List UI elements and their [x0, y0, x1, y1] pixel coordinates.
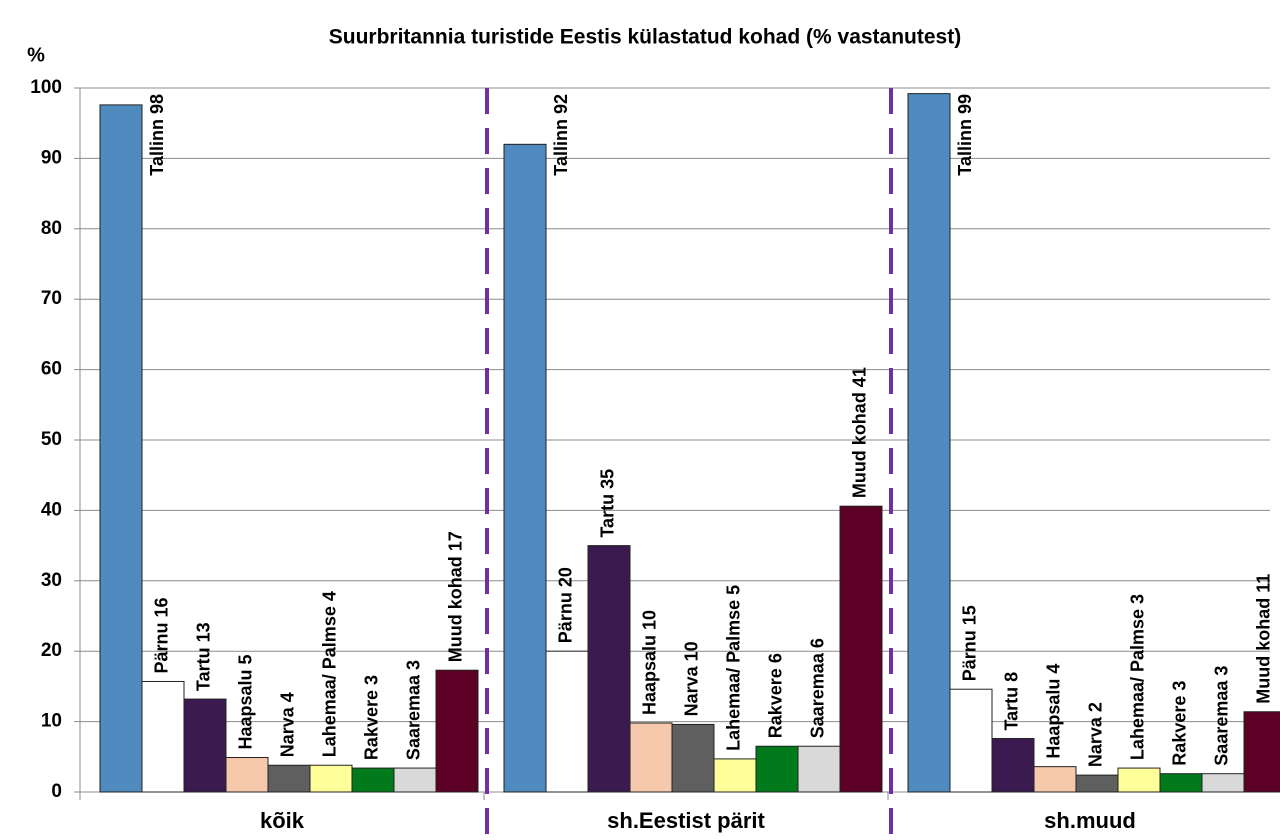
bar — [393, 767, 437, 793]
bar — [225, 757, 269, 793]
data-label: Narva 4 — [278, 692, 298, 757]
data-label: Muud kohad 41 — [850, 367, 870, 498]
y-tick-label: 60 — [41, 359, 62, 380]
bar — [907, 93, 951, 793]
x-tick-label: sh.Eestist pärit — [607, 808, 765, 833]
y-tick-label: 30 — [41, 570, 62, 591]
x-tick-label: sh.muud — [1044, 808, 1136, 833]
data-label: Tartu 35 — [598, 469, 618, 538]
x-tick-label: kõik — [260, 808, 305, 833]
bar — [949, 688, 993, 793]
bar — [797, 745, 841, 793]
bar — [99, 104, 143, 793]
data-label: Tallinn 98 — [147, 94, 167, 176]
data-label: Tallinn 99 — [955, 94, 975, 176]
bar — [309, 764, 353, 793]
data-label: Muud kohad 17 — [446, 531, 466, 662]
y-tick-label: 100 — [30, 77, 62, 98]
y-tick-label: 70 — [41, 288, 62, 309]
bar — [267, 764, 311, 793]
y-tick-label: 40 — [41, 499, 62, 520]
bar — [435, 669, 479, 793]
y-tick-label: 0 — [51, 781, 62, 802]
data-label: Lahemaa/ Palmse 4 — [320, 591, 340, 757]
bar — [1159, 773, 1203, 793]
data-label: Lahemaa/ Palmse 3 — [1128, 594, 1148, 760]
data-label: Saaremaa 6 — [808, 638, 828, 738]
bar — [839, 505, 883, 793]
bar — [713, 758, 757, 793]
bar — [1117, 767, 1161, 793]
chart-title: Suurbritannia turistide Eestis külastatu… — [329, 26, 961, 49]
bar — [183, 698, 227, 793]
bar — [991, 737, 1035, 793]
data-label: Haapsalu 10 — [640, 610, 660, 715]
data-label: Tallinn 92 — [551, 94, 571, 176]
y-tick-label: 20 — [41, 640, 62, 661]
y-tick-label: 80 — [41, 218, 62, 239]
bar — [503, 143, 547, 793]
bar — [351, 767, 395, 793]
data-label: Tartu 8 — [1002, 672, 1022, 731]
data-label: Narva 10 — [682, 641, 702, 716]
bar — [587, 545, 631, 793]
y-tick-label: 50 — [41, 429, 62, 450]
bar — [141, 680, 185, 793]
bar — [545, 650, 589, 793]
bar — [1075, 774, 1119, 793]
data-label: Narva 2 — [1086, 702, 1106, 767]
data-label: Rakvere 3 — [362, 675, 382, 760]
data-label: Haapsalu 4 — [1044, 664, 1064, 759]
y-tick-label: 90 — [41, 147, 62, 168]
bar — [755, 745, 799, 793]
bar — [1033, 766, 1077, 793]
bar — [629, 722, 673, 793]
data-label: Haapsalu 5 — [236, 654, 256, 749]
y-tick-label: 10 — [41, 711, 62, 732]
data-label: Rakvere 6 — [766, 653, 786, 738]
data-label: Lahemaa/ Palmse 5 — [724, 585, 744, 751]
data-label: Muud kohad 11 — [1254, 574, 1274, 704]
bar — [1243, 711, 1280, 793]
data-label: Pärnu 15 — [960, 605, 980, 681]
data-label: Pärnu 20 — [556, 567, 576, 643]
data-label: Saaremaa 3 — [404, 660, 424, 760]
bar — [1201, 773, 1245, 793]
bar — [671, 723, 715, 793]
data-label: Rakvere 3 — [1170, 681, 1190, 766]
data-label: Pärnu 16 — [152, 597, 172, 673]
data-label: Saaremaa 3 — [1212, 666, 1232, 766]
y-axis-label: % — [27, 44, 45, 66]
data-label: Tartu 13 — [194, 622, 214, 691]
